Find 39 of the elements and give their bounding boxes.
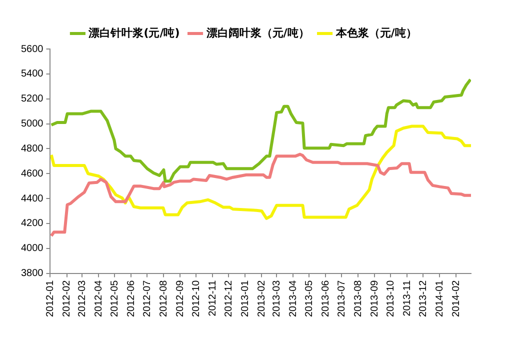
legend-label: 本色浆（元/吨） — [334, 26, 417, 40]
x-tick-label: 2013-02 — [256, 280, 268, 318]
y-tick-label: 4200 — [20, 218, 44, 230]
x-tick-label: 2013-07 — [336, 280, 348, 318]
y-tick-label: 5600 — [20, 44, 44, 55]
x-tick-label: 2013-01 — [240, 280, 251, 318]
x-tick-label: 2012-01 — [44, 280, 56, 318]
x-tick-label: 2012-04 — [93, 280, 104, 318]
x-tick-label: 2012-11 — [207, 280, 218, 316]
x-tick-label: 2013-10 — [385, 280, 396, 318]
x-tick-label: 2013-03 — [271, 280, 282, 318]
x-tick-label: 2013-09 — [369, 280, 380, 318]
y-tick-label: 3800 — [20, 268, 44, 280]
x-tick-label: 2013-08 — [352, 280, 364, 318]
legend-label: 漂白针叶浆(元/吨) — [88, 26, 180, 40]
x-tick-label: 2013-06 — [320, 280, 332, 318]
x-tick-label: 2013-05 — [304, 280, 315, 318]
y-tick-label: 5000 — [20, 118, 44, 130]
y-tick-label: 4400 — [20, 193, 44, 204]
x-tick-label: 2014-01 — [434, 280, 446, 318]
legend-label: 漂白阔叶浆（元/吨） — [205, 26, 310, 40]
x-tick-label: 2012-06 — [126, 280, 137, 318]
y-tick-label: 4800 — [20, 143, 44, 154]
x-tick-label: 2012-07 — [142, 280, 153, 318]
x-tick-label: 2012-05 — [109, 280, 120, 318]
x-tick-label: 2013-11 — [402, 280, 413, 316]
x-tick-label: 2014-02 — [450, 280, 462, 318]
x-tick-label: 2012-09 — [174, 280, 186, 318]
x-tick-label: 2012-08 — [158, 280, 170, 318]
y-tick-label: 4600 — [20, 168, 44, 180]
y-tick-label: 4000 — [20, 243, 44, 254]
x-tick-label: 2012-12 — [223, 280, 234, 318]
y-tick-label: 5400 — [20, 68, 44, 80]
x-tick-label: 2012-10 — [190, 280, 202, 318]
x-tick-label: 2013-04 — [288, 280, 299, 318]
y-tick-label: 5200 — [20, 94, 44, 105]
x-tick-label: 2012-03 — [76, 280, 88, 318]
x-tick-label: 2012-02 — [62, 280, 73, 318]
x-tick-label: 2013-12 — [418, 280, 429, 318]
